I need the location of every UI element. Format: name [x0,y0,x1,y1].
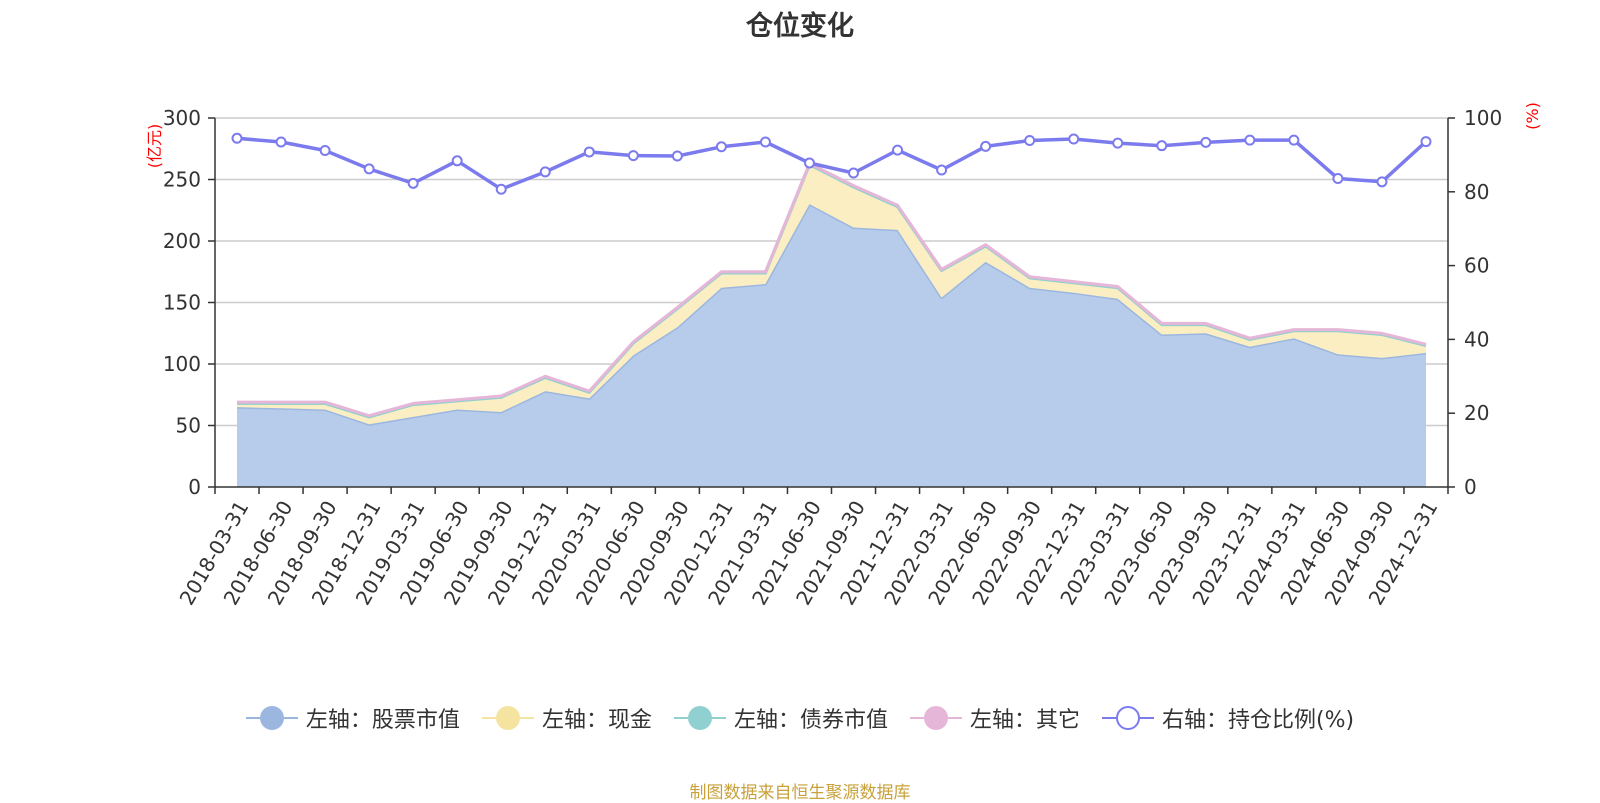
ratio-point [848,167,860,179]
ratio-point [363,163,375,175]
stacked-areas [236,162,1427,487]
legend-item[interactable]: 左轴：股票市值 [245,702,460,734]
ratio-point [627,150,639,162]
chart-plot: 0501001502002503000204060801002018-03-31… [145,102,1542,609]
legend-label: 左轴：现金 [541,708,652,733]
ratio-point [583,146,595,158]
ratio-point [1024,135,1036,147]
legend-label: 左轴：其它 [969,708,1080,733]
ratio-point [1376,176,1388,188]
right-axis-tick-label: 100 [1464,106,1502,130]
right-axis-tick-label: 80 [1464,180,1489,204]
legend-label: 右轴：持仓比例(%) [1161,708,1355,733]
ratio-point [495,183,507,195]
legend-item[interactable]: 左轴：债券市值 [673,702,888,734]
ratio-line [231,132,1432,195]
legend-label: 左轴：债券市值 [733,708,888,733]
ratio-point [671,150,683,162]
legend-marker-icon [909,704,962,732]
data-source-note: 制图数据来自恒生聚源数据库 [689,783,911,803]
left-axis-tick-label: 0 [188,475,201,499]
ratio-point [1288,134,1300,146]
ratio-point [803,157,815,169]
ratio-point [539,166,551,178]
right-axis-tick-label: 60 [1464,254,1489,278]
left-axis-unit: (亿元) [145,124,164,169]
ratio-point [1156,140,1168,152]
left-axis-tick-label: 250 [163,168,201,192]
left-axis-tick-label: 50 [176,414,201,438]
legend: 左轴：股票市值 左轴：现金 左轴：债券市值 左轴：其它 右轴：持仓比例(%) [0,702,1600,734]
ratio-point [759,136,771,148]
legend-marker-icon [481,704,534,732]
ratio-point [1420,136,1432,148]
area-edge-3 [237,162,1427,418]
left-axis-tick-label: 300 [163,106,201,130]
ratio-point [1332,173,1344,185]
legend-marker-icon [245,704,298,732]
legend-item[interactable]: 左轴：现金 [481,702,652,734]
legend-item[interactable]: 左轴：其它 [909,702,1080,734]
left-axis-tick-label: 100 [163,352,201,376]
ratio-point [936,164,948,176]
legend-marker-icon [1101,704,1154,732]
legend-marker-icon [673,704,726,732]
area-0 [237,204,1426,487]
ratio-point [1244,134,1256,146]
left-axis-tick-label: 150 [163,291,201,315]
ratio-point [892,144,904,156]
legend-label: 左轴：股票市值 [305,708,460,733]
legend-item[interactable]: 右轴：持仓比例(%) [1101,702,1355,734]
ratio-point [407,177,419,189]
ratio-point [715,141,727,153]
ratio-point [980,140,992,152]
ratio-point [1112,137,1124,149]
right-axis-tick-label: 0 [1464,475,1477,499]
right-axis-tick-label: 40 [1464,327,1489,351]
right-axis-tick-label: 20 [1464,401,1489,425]
ratio-point [231,132,243,144]
ratio-line-path [236,136,1428,191]
left-axis-tick-label: 200 [163,229,201,253]
ratio-point [275,136,287,148]
ratio-point [319,144,331,156]
chart-title: 仓位变化 [746,11,854,42]
right-axis-unit: (%) [1523,102,1542,130]
ratio-point [1200,136,1212,148]
ratio-point [1068,133,1080,145]
ratio-point [451,155,463,167]
